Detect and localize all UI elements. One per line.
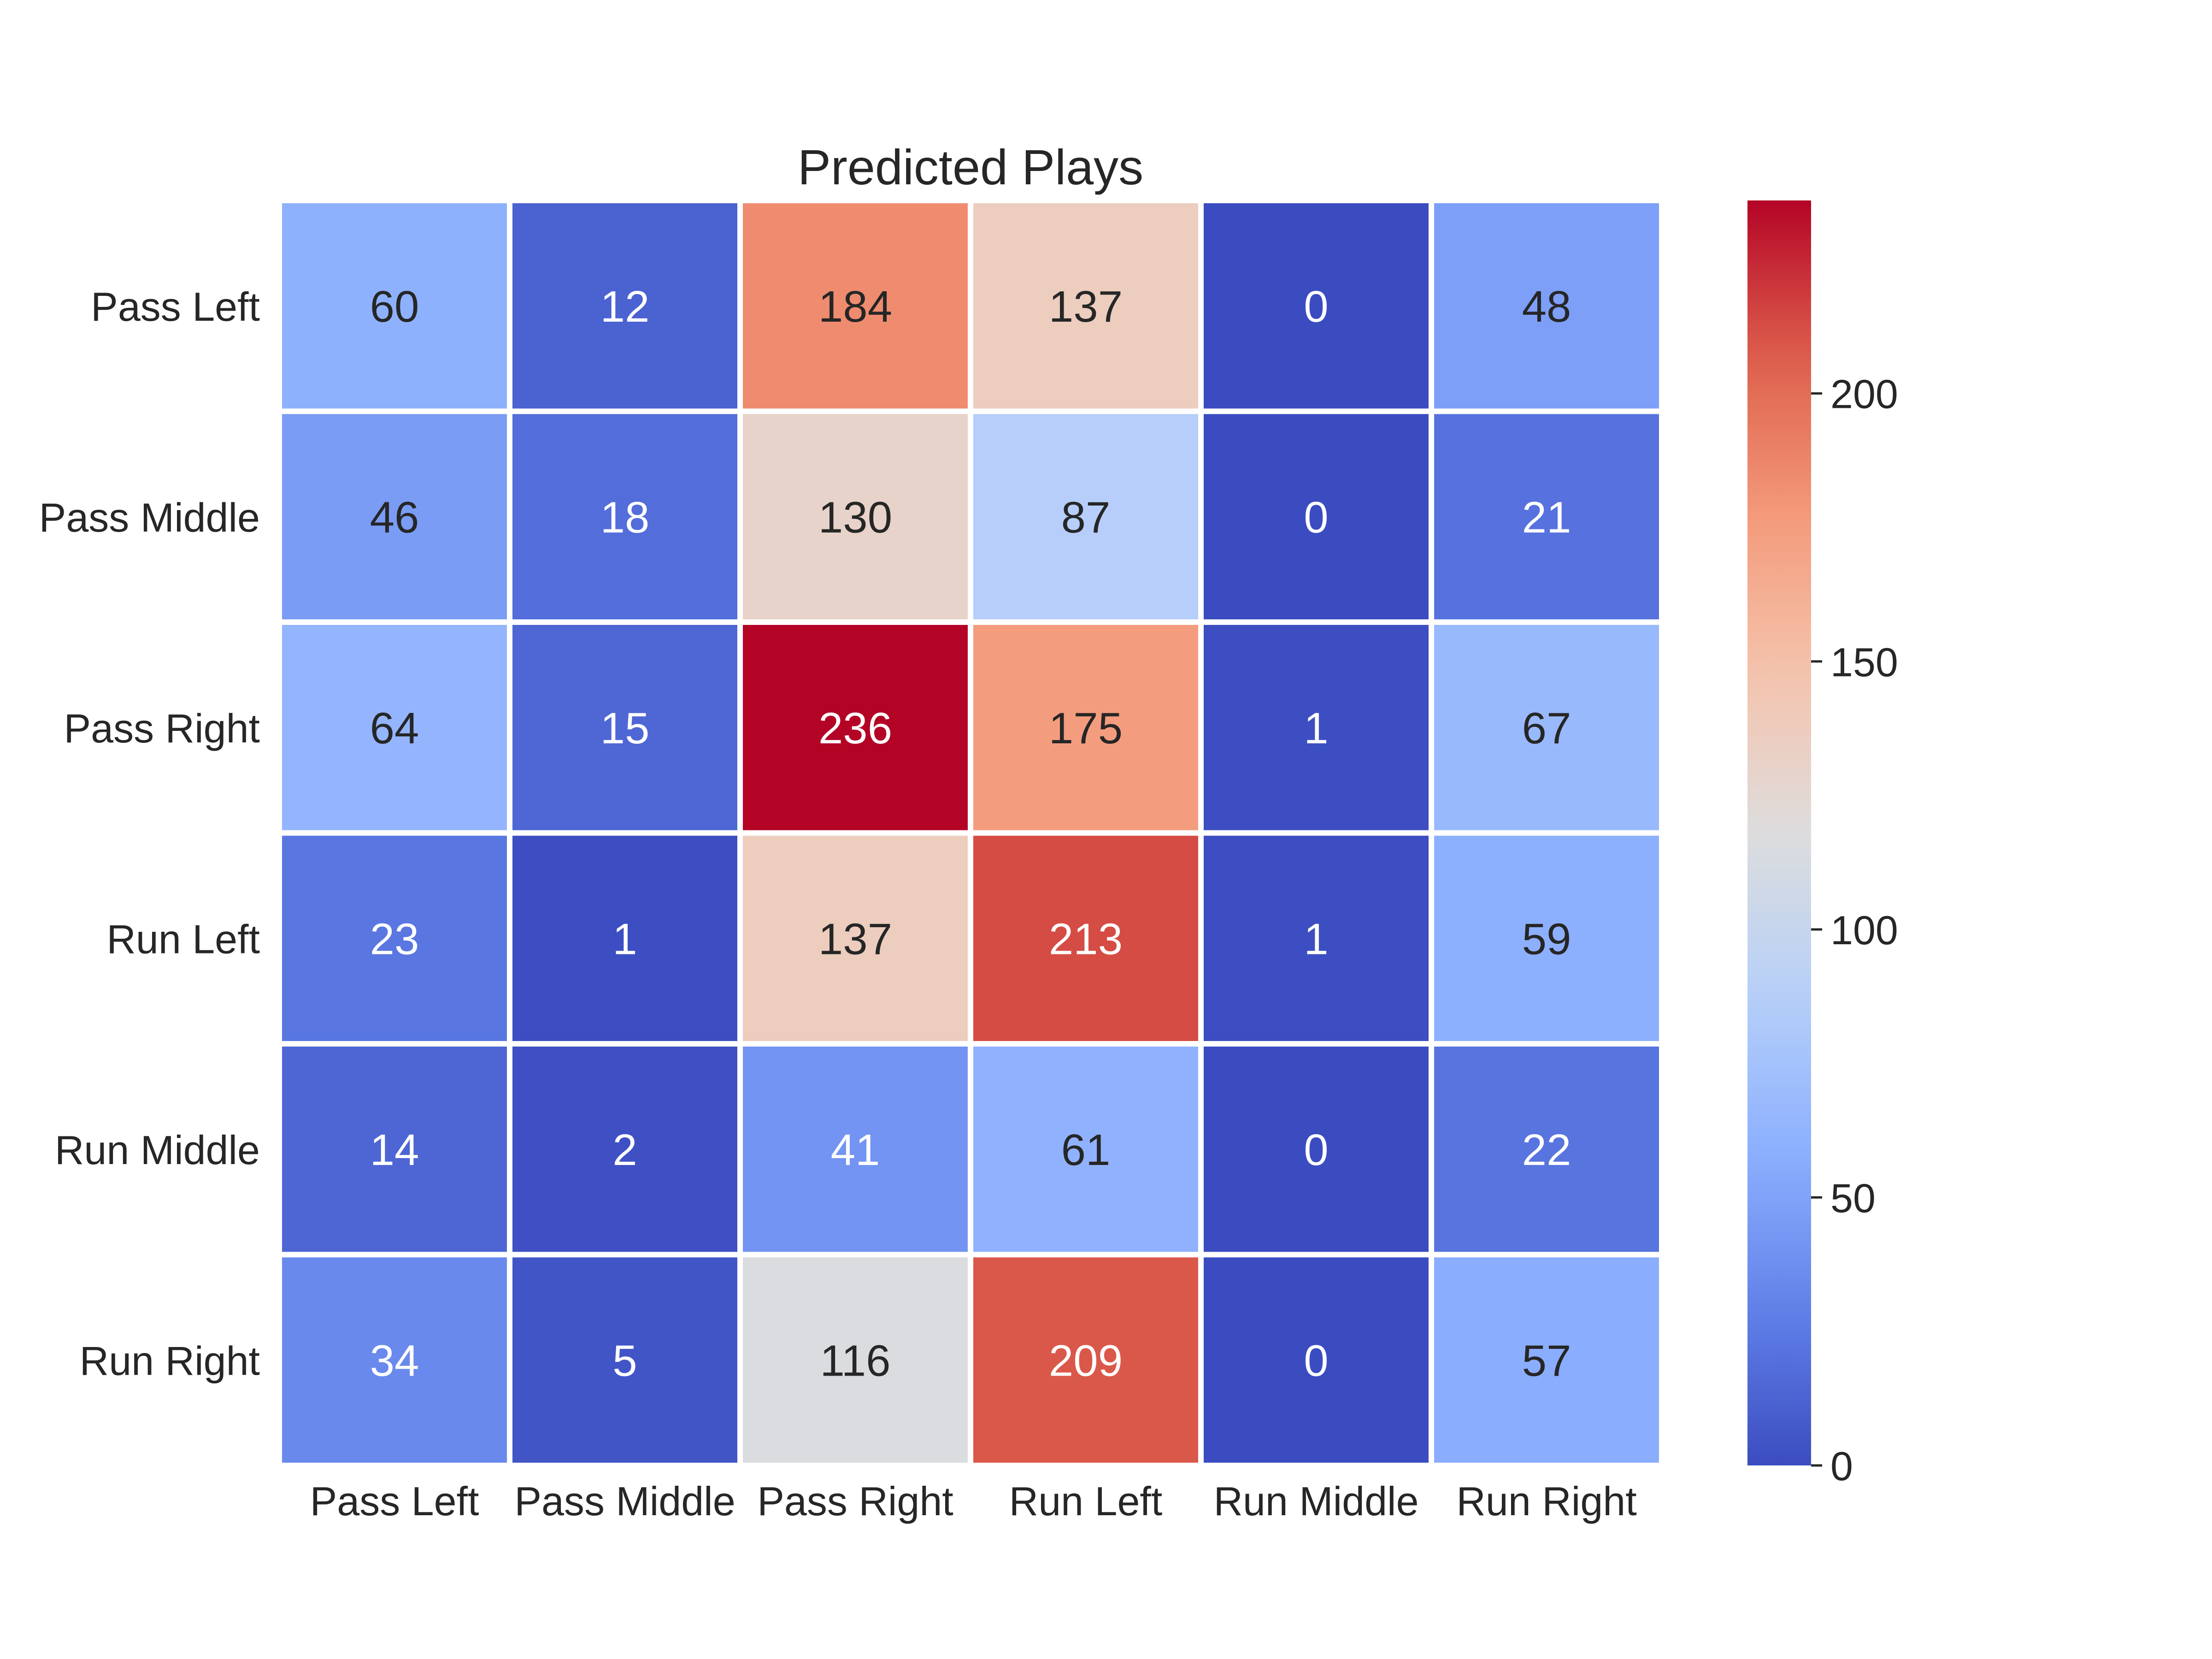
cell-value-label: 46 — [370, 493, 419, 542]
cell-value-label: 64 — [370, 704, 419, 753]
cell-value-label: 5 — [612, 1336, 637, 1385]
cell-value-label: 14 — [370, 1125, 419, 1175]
cell-value-label: 18 — [600, 493, 650, 542]
x-axis-labels: Pass Left Pass Middle Pass Right Run Left Ru… — [310, 1478, 1637, 1524]
heatmap-cell — [1434, 203, 1659, 409]
cell-value-label: 22 — [1522, 1125, 1571, 1175]
heatmap-cell — [512, 1047, 737, 1252]
cell-value-label: 175 — [1049, 704, 1123, 753]
heatmap-cell — [282, 203, 507, 409]
x-tick-label: Run Left — [1009, 1478, 1163, 1524]
heatmap-cell — [282, 1047, 507, 1252]
heatmap-cell — [512, 203, 737, 409]
cell-value-label: 0 — [1304, 282, 1328, 331]
heatmap-cell — [282, 835, 507, 1041]
x-tick-label: Run Right — [1456, 1478, 1636, 1524]
x-tick-label: Pass Left — [310, 1478, 479, 1524]
cell-value-label: 23 — [370, 914, 419, 964]
heatmap-cell — [973, 625, 1198, 830]
y-tick-label: Run Middle — [55, 1127, 260, 1173]
heatmap-cell — [973, 203, 1198, 409]
colorbar-tick-label: 150 — [1830, 639, 1898, 685]
cell-value-label: 21 — [1522, 493, 1571, 542]
cell-value-label: 15 — [600, 704, 650, 753]
heatmap-cell — [743, 203, 968, 409]
heatmap-cell — [1204, 625, 1429, 830]
heatmap-cell — [743, 414, 968, 619]
cell-value-label: 116 — [820, 1336, 890, 1385]
heatmap-cell — [973, 1047, 1198, 1252]
cell-value-label: 41 — [831, 1125, 880, 1175]
cell-value-label: 137 — [1049, 282, 1123, 331]
heatmap-cell — [512, 1257, 737, 1463]
y-tick-label: Pass Middle — [39, 494, 260, 540]
cell-value-label: 213 — [1049, 914, 1123, 964]
cell-value-label: 184 — [818, 282, 892, 331]
cell-value-label: 1 — [612, 914, 637, 964]
cell-value-label: 1 — [1304, 704, 1328, 753]
heatmap-cell — [512, 835, 737, 1041]
heatmap-cell — [1204, 1047, 1429, 1252]
cell-value-label: 0 — [1304, 1336, 1328, 1385]
cell-value-label: 209 — [1049, 1336, 1123, 1385]
cell-value-label: 0 — [1304, 1125, 1328, 1175]
cell-value-label: 1 — [1304, 914, 1328, 964]
heatmap-cell — [743, 835, 968, 1041]
heatmap-cell — [1434, 1047, 1659, 1252]
y-tick-label: Pass Right — [64, 706, 260, 751]
cell-value-label: 60 — [370, 282, 419, 331]
heatmap-cell — [973, 414, 1198, 619]
heatmap-cell — [1204, 1257, 1429, 1463]
colorbar-ticks: 0 50 100 150 200 — [1811, 371, 1898, 1489]
heatmap-cell — [1204, 835, 1429, 1041]
heatmap-cell — [1204, 203, 1429, 409]
y-axis-labels: Pass Left Pass Middle Pass Right Run Left Ru… — [39, 284, 260, 1384]
cell-value-label: 67 — [1522, 704, 1571, 753]
x-tick-label: Pass Middle — [514, 1478, 735, 1524]
cell-value-label: 137 — [818, 914, 892, 964]
colorbar-tick-label: 100 — [1830, 907, 1898, 953]
heatmap-cell — [743, 1257, 968, 1463]
heatmap-cell — [743, 625, 968, 830]
heatmap-cell — [512, 414, 737, 619]
cell-value-label: 59 — [1522, 914, 1571, 964]
heatmap-cell — [1434, 835, 1659, 1041]
heatmap-cell — [973, 835, 1198, 1041]
chart-title: Predicted Plays — [798, 139, 1143, 195]
colorbar-tick-label: 0 — [1830, 1443, 1853, 1489]
heatmap-cell — [1434, 414, 1659, 619]
cell-value-label: 57 — [1522, 1336, 1571, 1385]
colorbar-tick-label: 50 — [1830, 1175, 1876, 1221]
colorbar — [1747, 200, 1811, 1465]
heatmap-cell — [282, 625, 507, 830]
y-tick-label: Run Right — [80, 1338, 260, 1383]
cell-value-label: 48 — [1522, 282, 1571, 331]
heatmap-cell — [512, 625, 737, 830]
y-tick-label: Pass Left — [91, 284, 260, 329]
cell-value-label: 87 — [1061, 493, 1111, 542]
heatmap-cell — [1204, 414, 1429, 619]
cell-value-label: 2 — [612, 1125, 637, 1175]
y-tick-label: Run Left — [106, 916, 260, 962]
cell-value-label: 12 — [600, 282, 650, 331]
cell-value-label: 34 — [370, 1336, 419, 1385]
x-tick-label: Run Middle — [1213, 1478, 1418, 1524]
heatmap-cell — [1434, 625, 1659, 830]
cell-value-label: 61 — [1061, 1125, 1111, 1175]
colorbar-tick-label: 200 — [1830, 371, 1898, 417]
x-tick-label: Pass Right — [757, 1478, 953, 1524]
cell-value-label: 0 — [1304, 493, 1328, 542]
heatmap-cell — [1434, 1257, 1659, 1463]
cell-value-label: 130 — [818, 493, 892, 542]
heatmap-cell — [743, 1047, 968, 1252]
heatmap-cell — [282, 1257, 507, 1463]
heatmap-cell — [282, 414, 507, 619]
cell-value-label: 236 — [818, 704, 892, 753]
heatmap-cell — [973, 1257, 1198, 1463]
